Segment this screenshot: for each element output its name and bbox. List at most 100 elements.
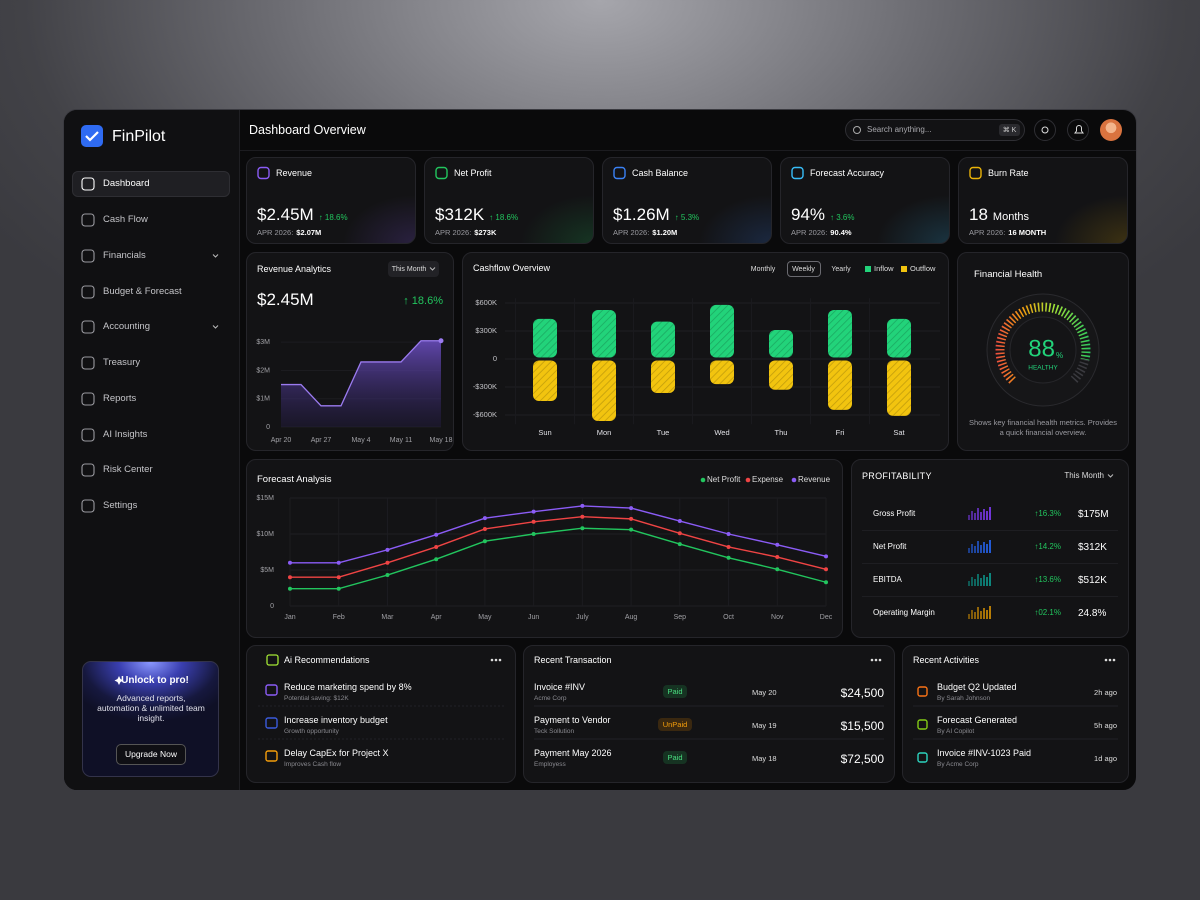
x-tick-label: Apr 20	[271, 437, 292, 444]
notification-button[interactable]	[1067, 119, 1089, 141]
gauge-status: HEALTHY	[1028, 365, 1058, 372]
nav-item[interactable]: Treasury	[103, 357, 141, 368]
point	[434, 532, 439, 537]
bar	[651, 321, 675, 358]
x-tick-label: Dec	[820, 614, 833, 621]
kpi-label: Revenue	[276, 168, 313, 178]
kpi-label: Forecast Accuracy	[810, 168, 885, 178]
nav-item[interactable]: Reports	[103, 393, 137, 404]
x-tick-label: May	[478, 614, 492, 621]
kpi-value: 18	[969, 205, 988, 224]
nav-item[interactable]: Budget & Forecast	[103, 286, 182, 297]
mini-bar	[974, 612, 976, 619]
kpi-label: Net Profit	[454, 168, 492, 178]
status-pill	[663, 751, 687, 764]
y-tick-label: $2M	[256, 367, 270, 374]
point	[531, 519, 536, 524]
option-active[interactable]	[786, 261, 821, 277]
nav-icon	[81, 213, 95, 227]
page-title: Dashboard Overview	[249, 123, 366, 137]
mini-bar	[983, 542, 985, 553]
activity-title: Budget Q2 Updated	[937, 682, 1017, 692]
point	[385, 573, 390, 578]
promo-text: Advanced reports, automation & unlimited…	[97, 693, 205, 723]
period-select[interactable]: This Month	[1064, 471, 1104, 480]
y-tick-label: $600K	[475, 298, 497, 307]
mini-bar	[974, 579, 976, 586]
x-tick-label: Feb	[333, 614, 345, 621]
theme-button[interactable]	[1034, 119, 1056, 141]
row-amount: $512K	[1078, 574, 1107, 586]
mini-bar	[971, 577, 973, 586]
kpi-value-row: $2.45M ↑ 18.6%	[257, 203, 348, 227]
gauge-value	[995, 302, 1091, 384]
series-line	[290, 505, 827, 564]
nav-item[interactable]: Financials	[103, 250, 146, 261]
nav-item[interactable]: Accounting	[103, 321, 151, 332]
row-change: ↑16.3%	[1034, 509, 1061, 518]
mini-bar	[977, 607, 979, 619]
point	[629, 516, 634, 521]
legend-label: Net Profit	[707, 475, 741, 484]
point	[824, 580, 828, 585]
period-option[interactable]: Monthly	[750, 265, 776, 273]
ai-icon	[266, 654, 279, 666]
avatar[interactable]	[1100, 119, 1122, 141]
status-pill	[658, 718, 692, 731]
point	[775, 555, 780, 560]
nav-item[interactable]: Risk Center	[103, 464, 153, 475]
kpi-previous: $273K	[474, 228, 497, 237]
point	[824, 567, 828, 572]
mini-bar	[977, 508, 979, 520]
mini-bar	[983, 575, 985, 586]
legend-label: Inflow	[874, 264, 894, 273]
bar	[533, 360, 557, 401]
kpi-value: $2.45M	[257, 205, 314, 224]
row-amount: $312K	[1078, 541, 1107, 553]
mini-bar	[977, 541, 979, 553]
nav-item[interactable]: Dashboard	[103, 178, 150, 189]
kpi-change: ↑ 18.6%	[489, 213, 519, 222]
gauge-number: 88	[1028, 335, 1055, 362]
x-tick-label: Aug	[625, 614, 638, 621]
upgrade-button[interactable]	[116, 744, 186, 765]
point	[434, 544, 439, 549]
activity-time: 1d ago	[1094, 753, 1117, 763]
y-tick-label: $1M	[256, 396, 270, 403]
point	[580, 514, 585, 519]
activity-title: Forecast Generated	[937, 715, 1018, 725]
kpi-change: ↑ 5.3%	[674, 213, 700, 222]
sun-icon	[1041, 126, 1049, 134]
area	[281, 340, 441, 427]
menu-dot	[870, 658, 874, 662]
nav-icon	[81, 249, 95, 263]
nav-item[interactable]: Cash Flow	[103, 214, 148, 225]
kpi-period-row: APR 2026: 16 MONTH	[969, 228, 1046, 238]
period-option[interactable]: Yearly	[831, 265, 851, 273]
kpi-label: Burn Rate	[988, 168, 1029, 178]
x-tick-label: Nov	[771, 614, 784, 621]
nav-item[interactable]: AI Insights	[103, 429, 148, 440]
row-change: ↑02.1%	[1034, 608, 1061, 617]
gauge-core	[1009, 316, 1077, 384]
row-label: Gross Profit	[873, 509, 916, 518]
dropdown[interactable]	[388, 261, 439, 277]
kpi-icon	[613, 166, 626, 180]
menu-dot	[1108, 658, 1112, 662]
forecast-card	[246, 459, 843, 638]
point	[775, 542, 780, 547]
mini-bar	[968, 581, 970, 586]
mini-bar	[974, 513, 976, 520]
item-icon	[265, 750, 278, 762]
period-option[interactable]: Weekly	[792, 265, 815, 273]
point	[336, 560, 341, 565]
kpi-card	[958, 157, 1128, 244]
nav-item[interactable]: Settings	[103, 500, 138, 511]
point	[288, 586, 292, 591]
search-box[interactable]	[845, 119, 1025, 141]
nav-icon	[81, 177, 95, 191]
x-tick-label: Wed	[714, 428, 729, 437]
card-title: PROFITABILITY	[862, 471, 932, 481]
status-label: Paid	[667, 752, 683, 762]
